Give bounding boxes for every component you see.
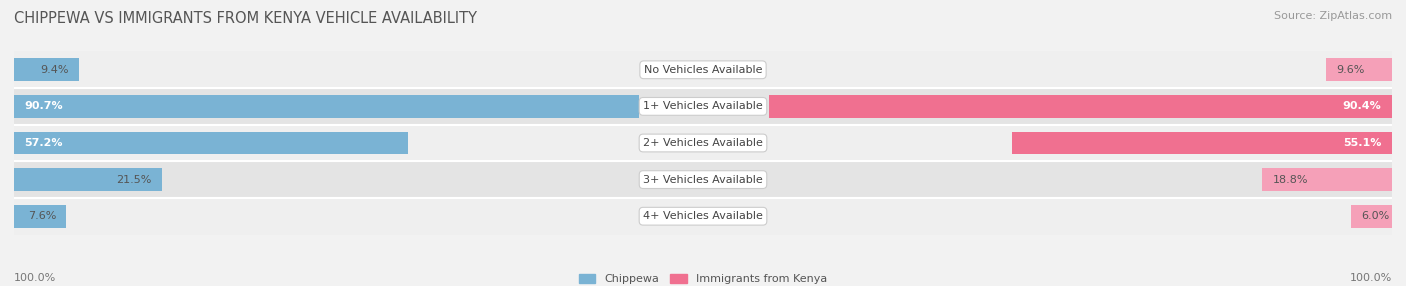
Bar xyxy=(14,95,638,118)
Legend: Chippewa, Immigrants from Kenya: Chippewa, Immigrants from Kenya xyxy=(575,271,831,286)
Text: 57.2%: 57.2% xyxy=(24,138,63,148)
Text: 90.7%: 90.7% xyxy=(24,102,63,111)
Text: 2+ Vehicles Available: 2+ Vehicles Available xyxy=(643,138,763,148)
Bar xyxy=(14,51,1392,88)
Bar xyxy=(1326,58,1392,81)
Bar xyxy=(14,125,1392,161)
Text: 100.0%: 100.0% xyxy=(14,273,56,283)
Bar xyxy=(14,205,66,228)
Bar xyxy=(1263,168,1392,191)
Text: CHIPPEWA VS IMMIGRANTS FROM KENYA VEHICLE AVAILABILITY: CHIPPEWA VS IMMIGRANTS FROM KENYA VEHICL… xyxy=(14,11,477,26)
Text: Source: ZipAtlas.com: Source: ZipAtlas.com xyxy=(1274,11,1392,21)
Text: 9.6%: 9.6% xyxy=(1336,65,1364,75)
Bar xyxy=(14,58,79,81)
Bar xyxy=(14,198,1392,235)
Bar xyxy=(14,168,162,191)
Text: 55.1%: 55.1% xyxy=(1343,138,1382,148)
Text: 4+ Vehicles Available: 4+ Vehicles Available xyxy=(643,211,763,221)
Text: 3+ Vehicles Available: 3+ Vehicles Available xyxy=(643,175,763,184)
Bar xyxy=(1012,132,1392,154)
Text: No Vehicles Available: No Vehicles Available xyxy=(644,65,762,75)
Text: 9.4%: 9.4% xyxy=(39,65,69,75)
Text: 18.8%: 18.8% xyxy=(1272,175,1308,184)
Text: 7.6%: 7.6% xyxy=(28,211,56,221)
Bar xyxy=(14,161,1392,198)
Text: 21.5%: 21.5% xyxy=(117,175,152,184)
Text: 90.4%: 90.4% xyxy=(1343,102,1382,111)
Bar xyxy=(14,132,408,154)
Text: 100.0%: 100.0% xyxy=(1350,273,1392,283)
Bar xyxy=(769,95,1392,118)
Bar xyxy=(1351,205,1392,228)
Bar xyxy=(14,88,1392,125)
Text: 6.0%: 6.0% xyxy=(1361,211,1389,221)
Text: 1+ Vehicles Available: 1+ Vehicles Available xyxy=(643,102,763,111)
